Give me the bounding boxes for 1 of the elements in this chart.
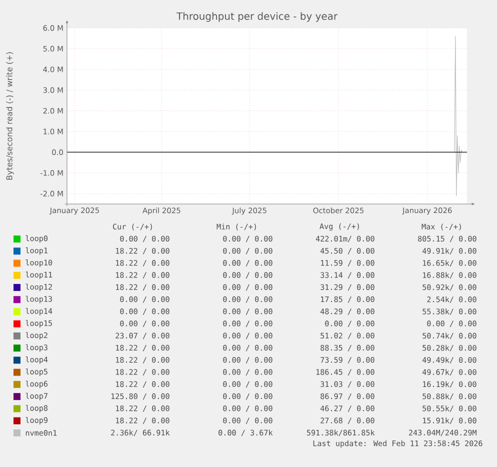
chart-title: Throughput per device - by year	[176, 12, 338, 22]
